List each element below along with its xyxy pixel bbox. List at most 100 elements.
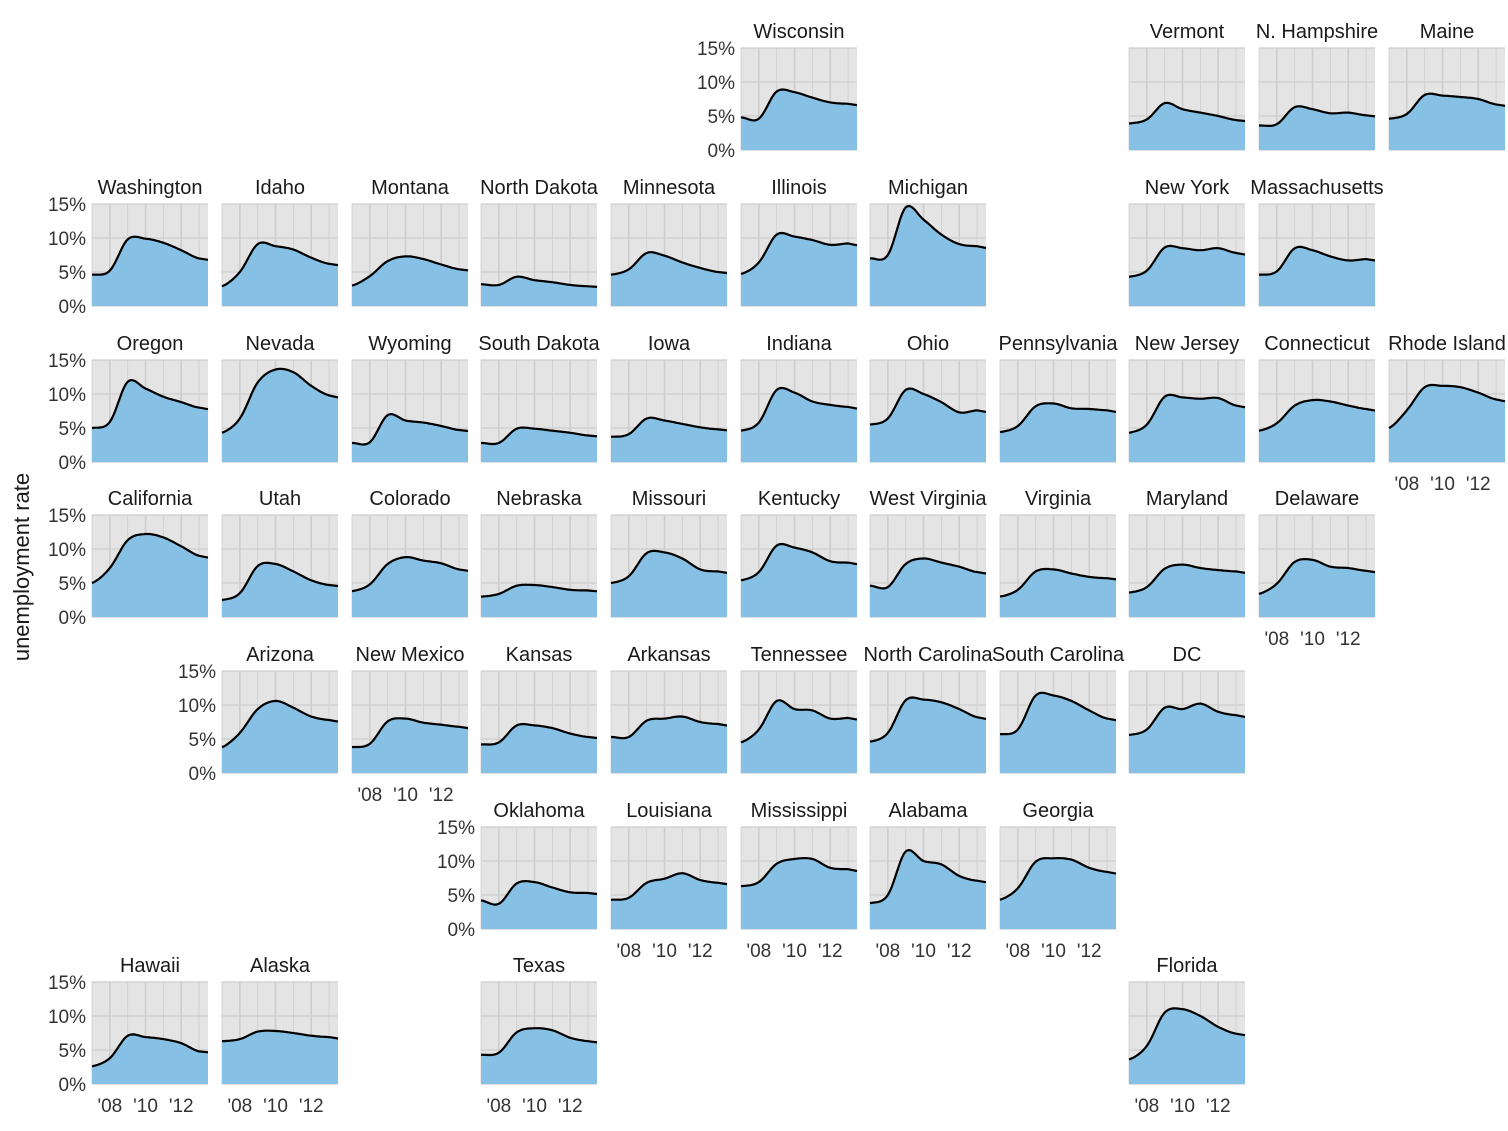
series-line [480,880,598,906]
series-area [611,252,727,306]
series-area [741,233,857,306]
series-area [1129,102,1245,150]
x-tick-label: '08 [875,941,900,962]
series-line [221,367,339,434]
x-tick-label: '08 [97,1096,122,1117]
series-line [1388,92,1506,120]
y-tick-label: 10% [48,385,86,406]
series-line [869,557,987,590]
x-tick-label: '12 [1336,629,1361,650]
series-area [222,242,338,306]
series-line [1258,245,1376,276]
series-area [481,584,597,617]
y-tick-label: 10% [437,852,475,873]
y-tick-label: 0% [189,764,217,785]
panel-hawaii: Hawaii 0% 5% 10% 15% '08 '10 '12 [48,955,209,1117]
y-tick-label: 0% [59,608,87,629]
series-line [869,696,987,743]
panel-title: Delaware [1275,488,1359,510]
series-area [1000,403,1116,462]
x-tick-label: '08 [357,785,382,806]
series-area [92,236,208,306]
series-line [1128,101,1246,125]
series-line [351,717,469,749]
x-tick-label: '08 [227,1096,252,1117]
panel-kansas: Kansas [480,644,598,774]
series-line [1128,702,1246,736]
panel-title: Iowa [648,333,691,355]
series-area [92,534,208,617]
series-line [740,386,858,432]
series-area [611,417,727,462]
x-tick-label: '12 [1077,941,1102,962]
series-area [222,1030,338,1084]
panel-connecticut: Connecticut [1258,333,1376,463]
panel-west-virginia: West Virginia [869,488,987,618]
series-line [481,426,598,446]
x-tick-label: '12 [1466,474,1491,495]
series-line [91,532,209,585]
series-line [351,255,469,287]
series-line [610,251,728,276]
series-area [1000,569,1116,617]
panel-mississippi: Mississippi '08 '10 '12 [740,800,858,962]
series-area [481,276,597,306]
panel-title: Maine [1420,21,1474,43]
panel-title: DC [1173,644,1202,666]
panel-utah: Utah [221,488,339,618]
series-area [1259,106,1375,150]
y-tick-label: 5% [59,419,87,440]
panel-title: Rhode Island [1388,333,1506,355]
panel-north-carolina: North Carolina [864,644,993,774]
panel-new-jersey: New Jersey [1128,333,1246,463]
series-area [870,850,986,929]
y-tick-label: 15% [437,818,475,839]
y-tick-label: 5% [59,574,87,595]
panel-maine: Maine [1388,21,1506,151]
x-tick-label: '08 [616,941,641,962]
panel-iowa: Iowa [610,333,728,463]
panel-title: Connecticut [1264,333,1370,355]
series-line [221,699,339,749]
y-tick-label: 15% [48,506,86,527]
series-line [1258,558,1376,595]
panel-wyoming: Wyoming [351,333,469,463]
series-line [351,556,469,593]
panel-title: Idaho [255,177,305,199]
series-line [740,699,858,744]
panel-title: Massachusetts [1250,177,1383,199]
panel-title: Tennessee [751,644,848,666]
x-tick-label: '08 [1134,1096,1159,1117]
y-tick-label: 15% [178,662,216,683]
x-tick-label: '10 [393,785,418,806]
series-area [481,1028,597,1084]
panel-new-mexico: New Mexico '08 '10 '12 [351,644,469,806]
x-tick-label: '12 [299,1096,324,1117]
series-area [481,724,597,773]
panel-title: New York [1145,177,1230,199]
series-area [1000,692,1116,773]
series-area [92,1034,208,1084]
series-area [741,858,857,929]
x-tick-label: '12 [818,941,843,962]
panel-title: Arizona [246,644,315,666]
panel-title: Minnesota [623,177,716,199]
series-area [741,544,857,617]
series-area [352,256,468,306]
panel-nevada: Nevada [221,333,339,463]
panel-title: North Dakota [480,177,599,199]
x-tick-label: '10 [263,1096,288,1117]
x-tick-label: '10 [652,941,677,962]
panel-title: Kentucky [758,488,840,510]
x-tick-label: '10 [522,1096,547,1117]
panel-wisconsin: Wisconsin 0% 5% 10% 15% [697,21,858,162]
panel-washington: Washington 0% 5% 10% 15% [48,177,209,318]
panel-oregon: Oregon 0% 5% 10% 15% [48,333,209,474]
panel-arizona: Arizona 0% 5% 10% 15% [178,644,339,785]
series-line [1258,398,1376,432]
panel-title: Washington [98,177,203,199]
panel-minnesota: Minnesota [610,177,728,307]
panel-title: Hawaii [120,955,180,977]
panel-alaska: Alaska '08 '10 '12 [221,955,339,1117]
